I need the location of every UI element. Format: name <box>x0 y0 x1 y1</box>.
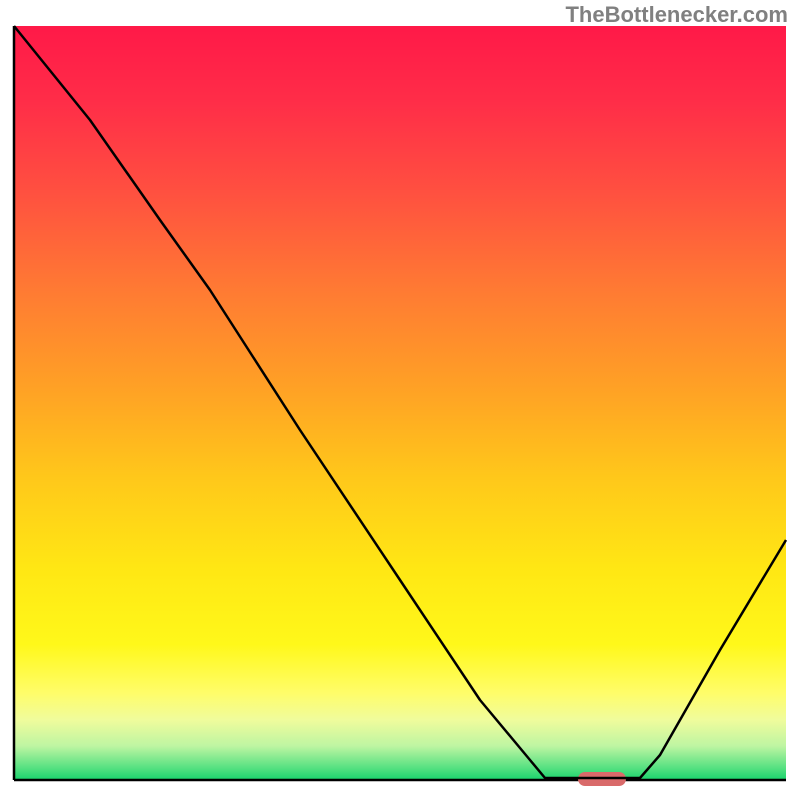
watermark-text: TheBottlenecker.com <box>565 2 788 28</box>
bottleneck-chart <box>0 0 800 800</box>
chart-container: TheBottlenecker.com <box>0 0 800 800</box>
gradient-background <box>14 26 786 780</box>
